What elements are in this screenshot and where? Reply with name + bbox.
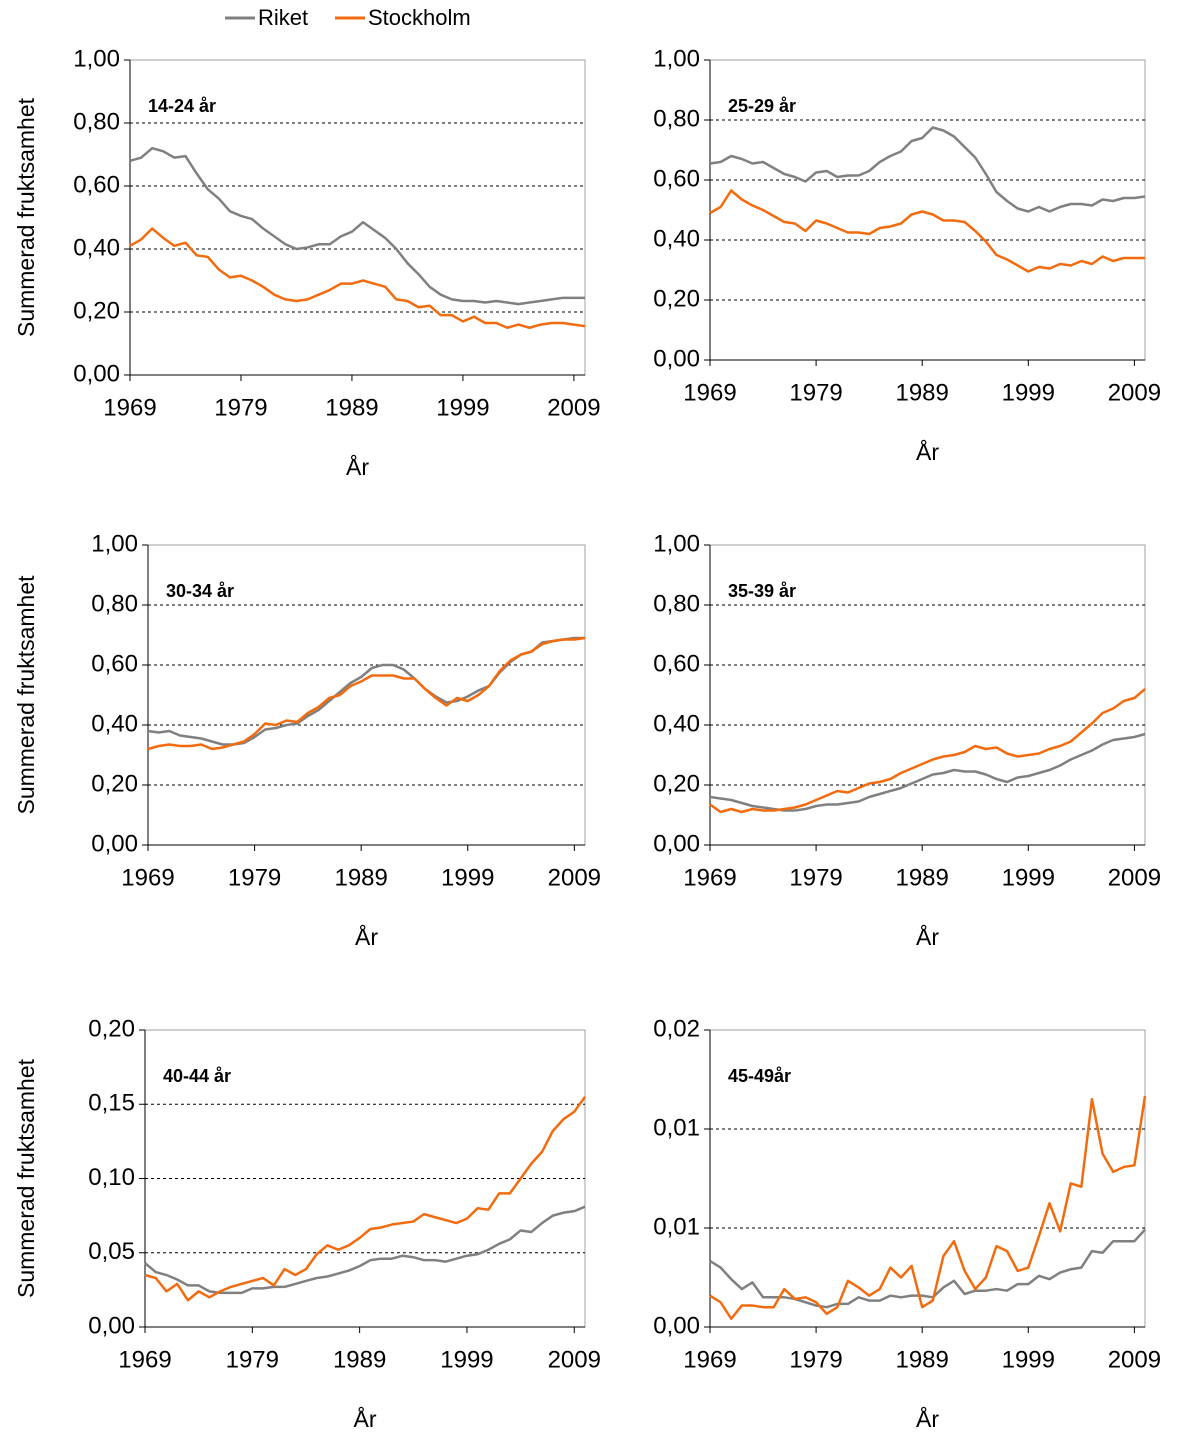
y-tick-label: 0,80 (653, 590, 700, 617)
x-axis-title: År (354, 1405, 377, 1432)
x-tick-label: 1979 (789, 379, 842, 406)
panel-title: 25-29 år (728, 96, 796, 116)
panel-title: 30-34 år (166, 581, 234, 601)
y-tick-label: 0,60 (653, 165, 700, 192)
series-line (144, 1096, 587, 1302)
x-tick-label: 1979 (226, 1346, 279, 1373)
x-axis-title: År (916, 438, 939, 465)
series-line (129, 146, 585, 306)
x-tick-label: 1969 (103, 394, 156, 421)
x-tick-label: 1969 (683, 864, 736, 891)
x-tick-label: 1999 (441, 864, 494, 891)
series-line (709, 126, 1146, 213)
series-line (709, 1228, 1146, 1309)
x-tick-label: 1999 (1002, 379, 1055, 406)
series-line (129, 227, 586, 329)
y-tick-label: 0,60 (91, 650, 138, 677)
x-tick-label: 2009 (547, 394, 600, 421)
x-tick-label: 1989 (895, 864, 948, 891)
y-tick-label: 1,00 (653, 530, 700, 557)
y-tick-label: 1,00 (91, 530, 138, 557)
x-tick-label: 1989 (333, 1346, 386, 1373)
y-tick-label: 1,00 (653, 45, 700, 72)
x-tick-label: 2009 (1108, 379, 1161, 406)
x-axis-title: År (346, 453, 369, 480)
y-axis-title: Summerad fruktsamhet (13, 97, 39, 337)
y-tick-label: 0,00 (88, 1312, 135, 1339)
x-tick-label: 1979 (789, 1346, 842, 1373)
series-line (147, 636, 586, 751)
y-axis-title: Summerad fruktsamhet (13, 1058, 39, 1298)
series-line (709, 688, 1146, 814)
x-axis-title: År (916, 1405, 939, 1432)
y-tick-label: 0,40 (653, 225, 700, 252)
x-tick-label: 1999 (440, 1346, 493, 1373)
x-tick-label: 1969 (121, 864, 174, 891)
y-tick-label: 0,02 (653, 1015, 700, 1042)
y-tick-label: 0,40 (73, 234, 120, 261)
y-tick-label: 1,00 (73, 45, 120, 72)
panel-title: 40-44 år (163, 1066, 231, 1086)
x-tick-label: 1999 (1002, 864, 1055, 891)
y-tick-label: 0,80 (91, 590, 138, 617)
x-tick-label: 1969 (683, 1346, 736, 1373)
x-tick-label: 1979 (789, 864, 842, 891)
y-tick-label: 0,20 (91, 770, 138, 797)
y-tick-label: 0,01 (653, 1213, 700, 1240)
legend-label: Riket (258, 5, 308, 30)
series-line (709, 732, 1146, 812)
series-line (144, 1205, 586, 1295)
series-line (709, 1095, 1147, 1320)
x-tick-label: 2009 (1108, 864, 1161, 891)
panel-title: 45-49år (728, 1066, 791, 1086)
x-axis-title: År (916, 923, 939, 950)
y-tick-label: 0,10 (88, 1164, 135, 1191)
x-tick-label: 2009 (548, 1346, 601, 1373)
panel-title: 14-24 år (148, 96, 216, 116)
y-tick-label: 0,80 (653, 105, 700, 132)
y-tick-label: 0,00 (653, 345, 700, 372)
y-tick-label: 0,01 (653, 1114, 700, 1141)
y-tick-label: 0,05 (88, 1238, 135, 1265)
x-tick-label: 1989 (895, 379, 948, 406)
y-tick-label: 0,20 (88, 1015, 135, 1042)
x-tick-label: 1979 (214, 394, 267, 421)
x-tick-label: 1989 (334, 864, 387, 891)
x-axis-title: År (355, 923, 378, 950)
y-tick-label: 0,60 (73, 171, 120, 198)
x-tick-label: 1989 (895, 1346, 948, 1373)
series-line (709, 189, 1145, 273)
panel-title: 35-39 år (728, 581, 796, 601)
y-tick-label: 0,20 (653, 770, 700, 797)
y-tick-label: 0,00 (73, 360, 120, 387)
x-tick-label: 2009 (1108, 1346, 1161, 1373)
y-axis-title: Summerad fruktsamhet (13, 575, 39, 815)
x-tick-label: 1979 (228, 864, 281, 891)
x-tick-label: 1969 (118, 1346, 171, 1373)
y-tick-label: 0,20 (73, 297, 120, 324)
y-tick-label: 0,40 (91, 710, 138, 737)
x-tick-label: 2009 (548, 864, 601, 891)
legend-label: Stockholm (368, 5, 471, 30)
y-tick-label: 0,00 (653, 1312, 700, 1339)
y-tick-label: 0,00 (653, 830, 700, 857)
y-tick-label: 0,20 (653, 285, 700, 312)
x-tick-label: 1999 (1002, 1346, 1055, 1373)
y-tick-label: 0,60 (653, 650, 700, 677)
x-tick-label: 1989 (325, 394, 378, 421)
y-tick-label: 0,15 (88, 1090, 135, 1117)
x-tick-label: 1999 (436, 394, 489, 421)
x-tick-label: 1969 (683, 379, 736, 406)
y-tick-label: 0,00 (91, 830, 138, 857)
y-tick-label: 0,40 (653, 710, 700, 737)
y-tick-label: 0,80 (73, 108, 120, 135)
